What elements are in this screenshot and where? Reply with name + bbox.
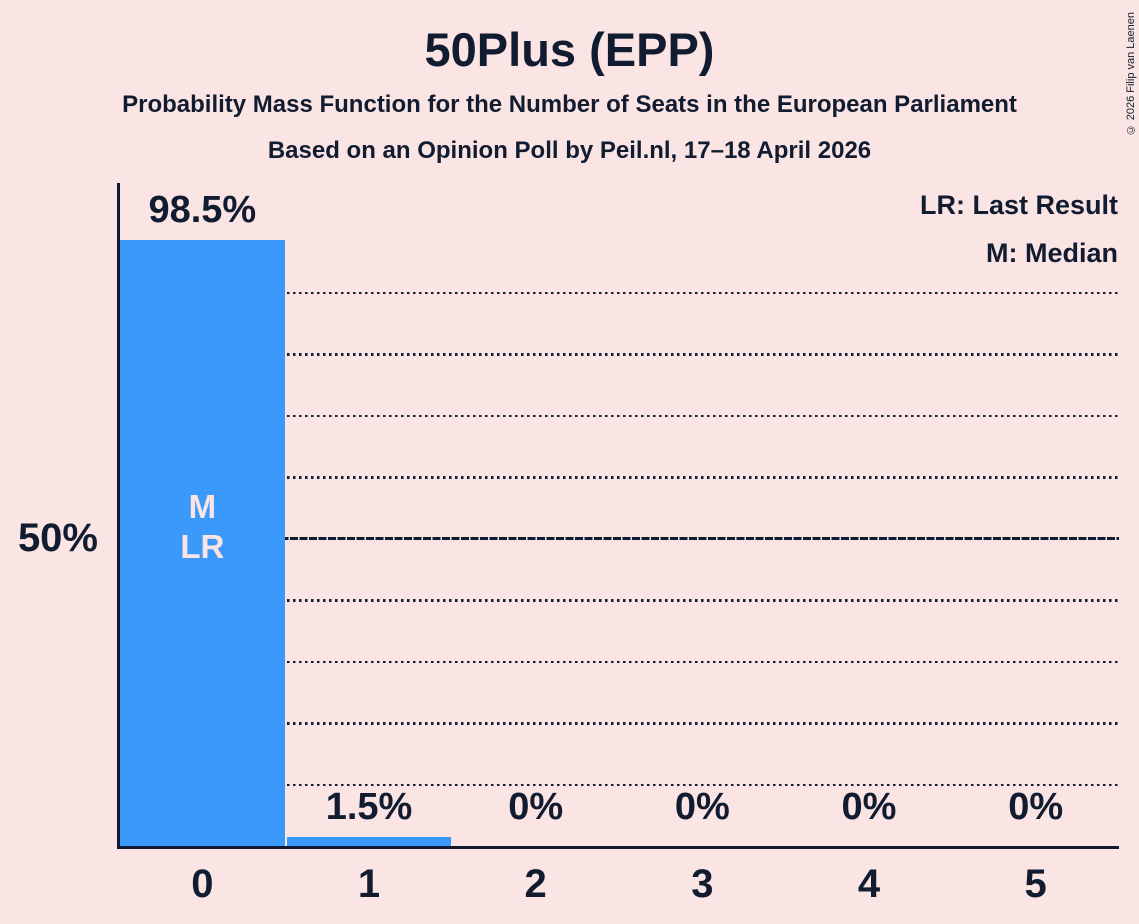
gridline-dotted-90pct (119, 291, 1119, 294)
median-marker: M (188, 488, 217, 525)
x-axis-label-0: 0 (191, 862, 214, 906)
x-axis-label-2: 2 (524, 862, 547, 906)
value-label-seats-1: 1.5% (325, 785, 413, 828)
gridline-dotted-70pct (119, 414, 1119, 417)
x-axis-label-1: 1 (357, 862, 381, 906)
bar-seats-1 (286, 836, 452, 846)
x-axis-label-5: 5 (1024, 862, 1047, 906)
chart-legend: LR: Last Result M: Median (920, 181, 1118, 277)
value-label-seats-0: 98.5% (148, 189, 257, 232)
gridline-dotted-20pct (119, 722, 1119, 725)
gridline-dotted-30pct (119, 660, 1119, 663)
chart-subtitle: Probability Mass Function for the Number… (122, 91, 1017, 118)
bar-annotation-median-last-result: M LR (180, 487, 224, 567)
value-label-seats-4: 0% (841, 786, 897, 828)
legend-last-result: LR: Last Result (919, 190, 1118, 220)
copyright-notice: © 2026 Filip van Laenen (1125, 12, 1137, 136)
gridline-dotted-80pct (119, 353, 1119, 356)
gridline-dotted-10pct (119, 783, 1119, 786)
value-label-seats-5: 0% (1008, 786, 1064, 828)
chart-title: 50Plus (EPP) (424, 23, 715, 76)
x-axis-line (117, 846, 1119, 849)
y-axis-50-label: 50% (17, 516, 98, 560)
bar-seats-0 (120, 240, 285, 846)
x-axis-label-3: 3 (691, 862, 714, 906)
gridline-solid-50pct (119, 537, 1119, 540)
gridline-dotted-60pct (119, 476, 1119, 479)
value-label-seats-3: 0% (674, 786, 730, 828)
value-label-seats-2: 0% (508, 786, 564, 828)
chart-poll-source: Based on an Opinion Poll by Peil.nl, 17–… (267, 137, 872, 164)
x-axis-label-4: 4 (857, 862, 881, 906)
last-result-marker: LR (180, 528, 225, 565)
legend-median: M: Median (986, 238, 1118, 268)
y-axis-line (117, 183, 120, 849)
gridline-dotted-40pct (119, 599, 1119, 602)
